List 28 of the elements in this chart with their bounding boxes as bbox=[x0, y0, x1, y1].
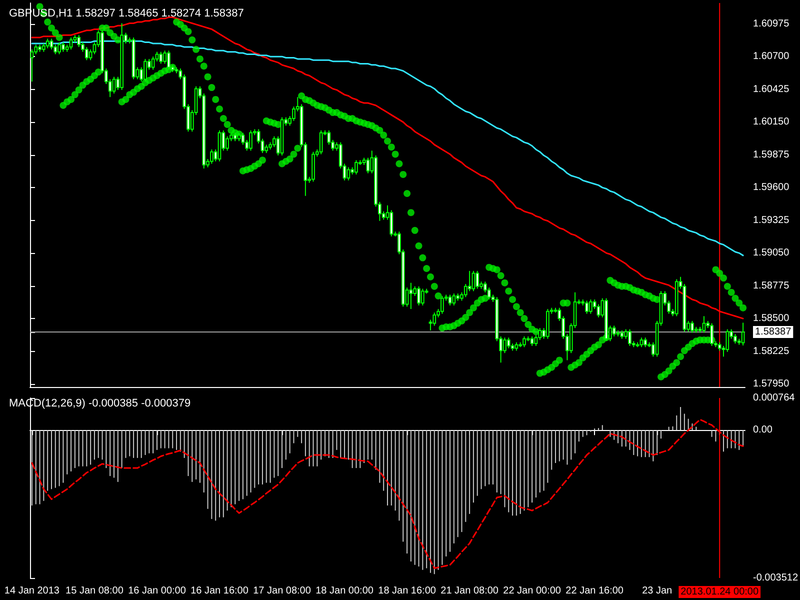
y-tick-label: 1.60150 bbox=[753, 116, 790, 128]
x-tick-label: 23 Jan bbox=[642, 586, 672, 596]
x-tick-label: 22 Jan 00:00 bbox=[503, 586, 562, 596]
y-tick-label: 1.58775 bbox=[753, 280, 790, 292]
x-tick-label: 18 Jan 16:00 bbox=[378, 586, 436, 596]
y-tick-label: 1.59875 bbox=[753, 149, 790, 160]
x-tick-label: 2013.01.24 00:00 bbox=[680, 586, 759, 598]
y-tick-label: 1.60425 bbox=[753, 84, 790, 95]
x-tick-label: 16 Jan 16:00 bbox=[190, 586, 249, 596]
y-tick-label: 1.58225 bbox=[753, 346, 790, 357]
y-tick-label: 1.60975 bbox=[753, 18, 790, 30]
x-tick-label: 14 Jan 2013 bbox=[4, 586, 60, 596]
x-tick-label: 21 Jan 08:00 bbox=[440, 586, 499, 596]
x-tick-label: 16 Jan 00:00 bbox=[128, 586, 186, 596]
x-tick-label: 22 Jan 16:00 bbox=[566, 586, 624, 596]
y-tick-label: 0.00 bbox=[753, 424, 773, 436]
y-tick-label: 1.59600 bbox=[753, 182, 790, 194]
y-tick-label: 0.000764 bbox=[753, 392, 796, 404]
y-tick-label: -0.003512 bbox=[753, 572, 798, 584]
y-tick-label: 1.58500 bbox=[753, 313, 790, 324]
x-tick-label: 15 Jan 08:00 bbox=[66, 586, 124, 596]
y-tick-label: 1.60700 bbox=[753, 51, 790, 62]
y-tick-label: 1.59325 bbox=[753, 214, 790, 226]
x-tick-label: 17 Jan 08:00 bbox=[253, 586, 312, 596]
ref-line-label: 1.58387 bbox=[755, 326, 792, 338]
y-tick-label: 1.57950 bbox=[753, 378, 790, 390]
x-tick-label: 18 Jan 00:00 bbox=[316, 586, 374, 596]
y-tick-label: 1.59050 bbox=[753, 248, 790, 259]
